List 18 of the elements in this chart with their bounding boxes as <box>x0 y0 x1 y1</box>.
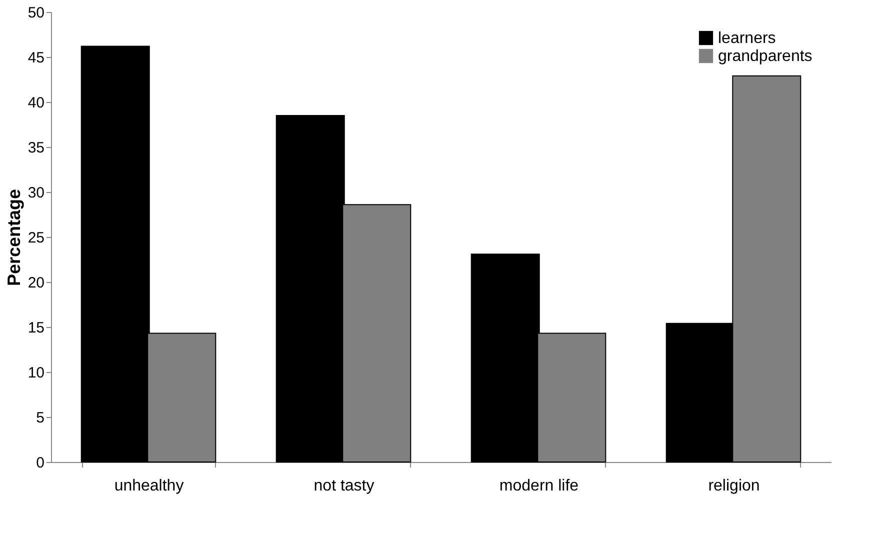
y-axis-title: Percentage <box>4 188 24 286</box>
x-tick-label: religion <box>708 478 760 494</box>
y-tick-label: 35 <box>28 140 44 156</box>
legend-label: learners <box>718 30 776 47</box>
y-tick-label: 0 <box>36 454 44 472</box>
y-tick-label: 30 <box>28 184 44 202</box>
y-tick-label: 5 <box>36 410 44 426</box>
legend-label: grandparents <box>718 48 812 65</box>
y-tick-label: 20 <box>28 274 44 292</box>
x-tick-label: not tasty <box>314 478 374 494</box>
x-tick-label: unhealthy <box>114 478 184 494</box>
y-tick-label: 50 <box>28 4 44 22</box>
y-tick-label: 25 <box>28 230 44 246</box>
y-tick-label: 45 <box>28 50 44 66</box>
y-tick-label: 15 <box>28 320 44 336</box>
x-tick-label: modern life <box>499 478 579 494</box>
y-tick-label: 10 <box>28 364 44 382</box>
y-tick-label: 40 <box>28 94 44 112</box>
